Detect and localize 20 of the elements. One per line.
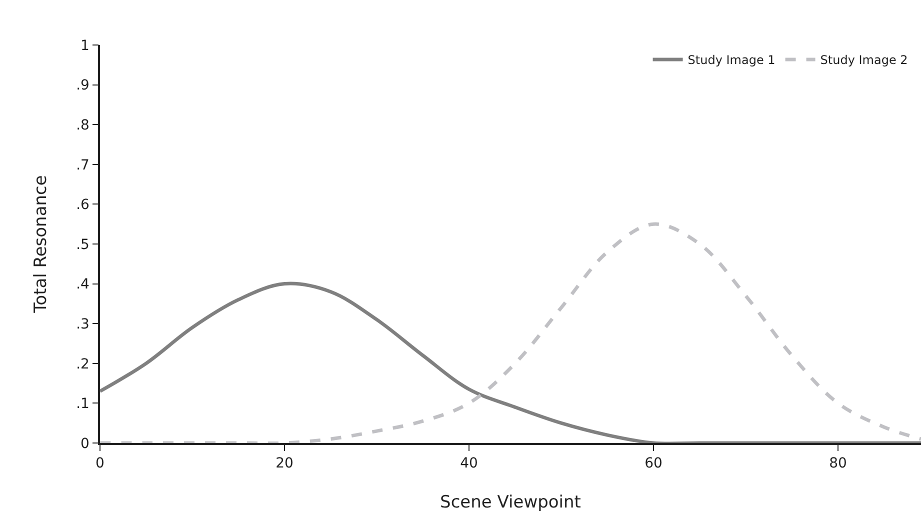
x-tick-label: 40 [460, 456, 478, 472]
y-tick-label: 0 [80, 436, 90, 452]
y-tick-label: .2 [76, 356, 90, 372]
x-axis-title: Scene Viewpoint [440, 492, 582, 512]
x-tick-label: 0 [96, 456, 104, 472]
x-tick-label: 20 [276, 456, 294, 472]
y-tick-label: .1 [76, 396, 90, 412]
y-tick-label: .9 [76, 78, 90, 94]
y-tick-label: .4 [76, 276, 90, 293]
y-tick-label: .7 [76, 157, 90, 174]
x-tick-label: 80 [829, 456, 847, 472]
y-tick-label: 1 [80, 38, 90, 54]
y-tick-label: .8 [76, 118, 90, 134]
y-tick-label: .5 [76, 236, 90, 253]
x-tick-label: 60 [644, 456, 662, 472]
y-axis-title: Total Resonance [31, 175, 52, 314]
y-tick-label: .3 [76, 316, 90, 332]
y-tick-label: .6 [76, 197, 90, 214]
legend-label: Study Image 1 [688, 53, 776, 68]
legend-label: Study Image 2 [820, 53, 908, 68]
